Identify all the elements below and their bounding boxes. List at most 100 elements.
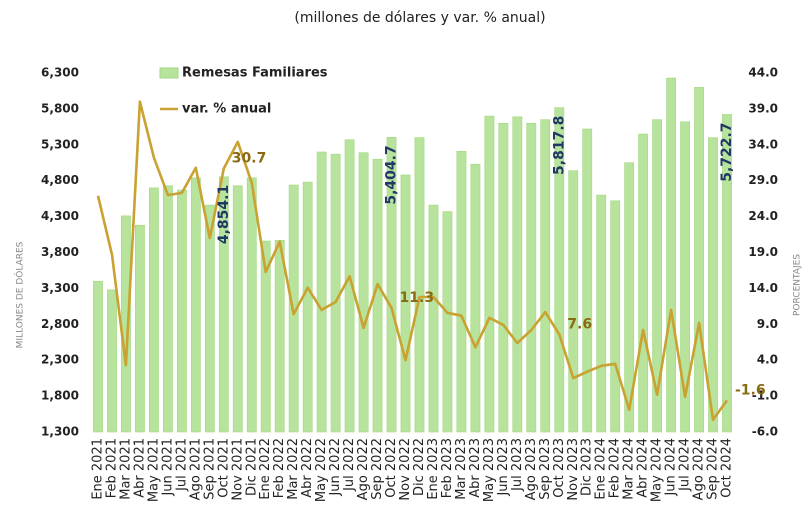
bar bbox=[107, 289, 117, 433]
bar bbox=[582, 128, 593, 433]
line-value-label: 11.3 bbox=[400, 290, 435, 306]
y2-tick-label: 19.0 bbox=[748, 245, 778, 259]
y2-tick-label: 44.0 bbox=[748, 66, 778, 80]
x-tick-label: Jul 2023 bbox=[510, 438, 525, 492]
bar bbox=[708, 137, 718, 433]
bar bbox=[190, 177, 201, 433]
x-tick-label: Ago 2022 bbox=[356, 438, 371, 500]
line-value-label: -1.6 bbox=[735, 382, 766, 398]
bar bbox=[554, 107, 565, 433]
bar-value-label: 5,404.7 bbox=[384, 145, 400, 204]
line-value-label: 30.7 bbox=[232, 150, 267, 166]
x-tick-label: May 2022 bbox=[314, 438, 329, 502]
x-tick-label: Nov 2023 bbox=[566, 438, 581, 501]
bar-value-label: 5,722.7 bbox=[719, 122, 735, 181]
chart-title: (millones de dólares y var. % anual) bbox=[294, 10, 545, 26]
bar bbox=[135, 224, 145, 433]
bar bbox=[456, 150, 467, 433]
y-tick-label: 1,300 bbox=[41, 425, 79, 439]
x-tick-label: Dic 2023 bbox=[580, 438, 595, 496]
y2-tick-label: 9.0 bbox=[757, 317, 778, 331]
bar bbox=[414, 137, 425, 433]
x-tick-label: Jul 2024 bbox=[678, 438, 693, 492]
y-axis-label: MILLONES DE DÓLARES bbox=[14, 241, 26, 348]
x-tick-label: Mar 2022 bbox=[286, 438, 301, 500]
x-tick-label: Oct 2022 bbox=[384, 438, 399, 498]
bar bbox=[526, 122, 537, 433]
bar bbox=[722, 114, 732, 433]
x-tick-label: Abr 2024 bbox=[636, 438, 651, 498]
y-tick-label: 2,300 bbox=[41, 353, 79, 367]
bar bbox=[596, 194, 607, 433]
x-tick-label: Feb 2022 bbox=[272, 438, 287, 498]
y2-tick-label: 29.0 bbox=[748, 173, 778, 187]
x-tick-label: Oct 2024 bbox=[720, 438, 735, 498]
y-tick-label: 5,300 bbox=[41, 137, 79, 151]
x-tick-label: Ago 2021 bbox=[188, 438, 203, 500]
y2-tick-label: -1.0 bbox=[752, 389, 778, 403]
y-tick-label: 1,800 bbox=[41, 389, 79, 403]
x-tick-label: Mar 2023 bbox=[454, 438, 469, 500]
bar bbox=[638, 133, 649, 433]
bar bbox=[176, 189, 187, 433]
bar bbox=[666, 77, 676, 433]
bar bbox=[484, 115, 495, 433]
y2-tick-label: 24.0 bbox=[748, 209, 778, 223]
y-tick-label: 4,300 bbox=[41, 209, 79, 223]
bar bbox=[246, 177, 257, 433]
bar bbox=[232, 185, 243, 433]
x-tick-label: Jun 2024 bbox=[664, 438, 679, 497]
bar bbox=[204, 204, 215, 433]
x-tick-label: May 2023 bbox=[482, 438, 497, 502]
bar bbox=[386, 136, 397, 433]
x-tick-label: Jun 2021 bbox=[160, 438, 175, 497]
bar bbox=[498, 122, 509, 433]
line bbox=[96, 100, 729, 422]
legend-label: Remesas Familiares bbox=[182, 66, 328, 81]
y2-axis-label: PORCENTAJES bbox=[793, 254, 803, 316]
x-tick-label: Ago 2023 bbox=[524, 438, 539, 500]
bar bbox=[218, 176, 229, 433]
bar bbox=[274, 239, 285, 433]
x-tick-label: Sep 2023 bbox=[538, 438, 553, 500]
bar bbox=[470, 163, 481, 433]
bar bbox=[442, 211, 453, 433]
x-tick-label: Mar 2024 bbox=[622, 438, 637, 500]
x-tick-label: Abr 2022 bbox=[300, 438, 315, 498]
x-tick-label: Jun 2022 bbox=[328, 438, 343, 497]
x-tick-label: Jun 2023 bbox=[496, 438, 511, 497]
bar bbox=[568, 170, 579, 433]
bar bbox=[610, 200, 621, 433]
bar bbox=[260, 240, 271, 433]
x-tick-label: Ene 2022 bbox=[258, 438, 273, 500]
x-tick-label: Sep 2021 bbox=[202, 438, 217, 500]
bar bbox=[149, 187, 159, 433]
y-tick-label: 3,300 bbox=[41, 281, 79, 295]
y2-tick-label: 34.0 bbox=[748, 137, 778, 151]
bar bbox=[400, 174, 411, 433]
y-tick-label: 4,800 bbox=[41, 173, 79, 187]
x-tick-label: Ene 2023 bbox=[426, 438, 441, 500]
x-tick-label: Dic 2021 bbox=[244, 438, 259, 496]
bar-value-label: 5,817.8 bbox=[551, 116, 567, 175]
legend-swatch bbox=[159, 67, 179, 79]
x-tick-label: Nov 2022 bbox=[398, 438, 413, 501]
y-tick-label: 6,300 bbox=[41, 66, 79, 80]
y2-tick-label: 39.0 bbox=[748, 101, 778, 115]
y-tick-label: 3,800 bbox=[41, 245, 79, 259]
x-tick-label: Ene 2021 bbox=[90, 438, 105, 500]
bar bbox=[162, 185, 173, 433]
y2-tick-label: 14.0 bbox=[748, 281, 778, 295]
x-tick-label: Ene 2024 bbox=[594, 438, 609, 500]
y2-tick-label: 4.0 bbox=[757, 353, 778, 367]
x-tick-label: Abr 2021 bbox=[132, 438, 147, 498]
bar bbox=[93, 280, 103, 433]
y2-tick-label: -6.0 bbox=[752, 425, 778, 439]
x-tick-label: Feb 2024 bbox=[608, 438, 623, 498]
x-tick-label: Nov 2021 bbox=[230, 438, 245, 501]
bar bbox=[652, 119, 663, 433]
y-tick-label: 5,800 bbox=[41, 101, 79, 115]
bar bbox=[316, 151, 327, 433]
line-value-label: 7.6 bbox=[567, 316, 592, 332]
